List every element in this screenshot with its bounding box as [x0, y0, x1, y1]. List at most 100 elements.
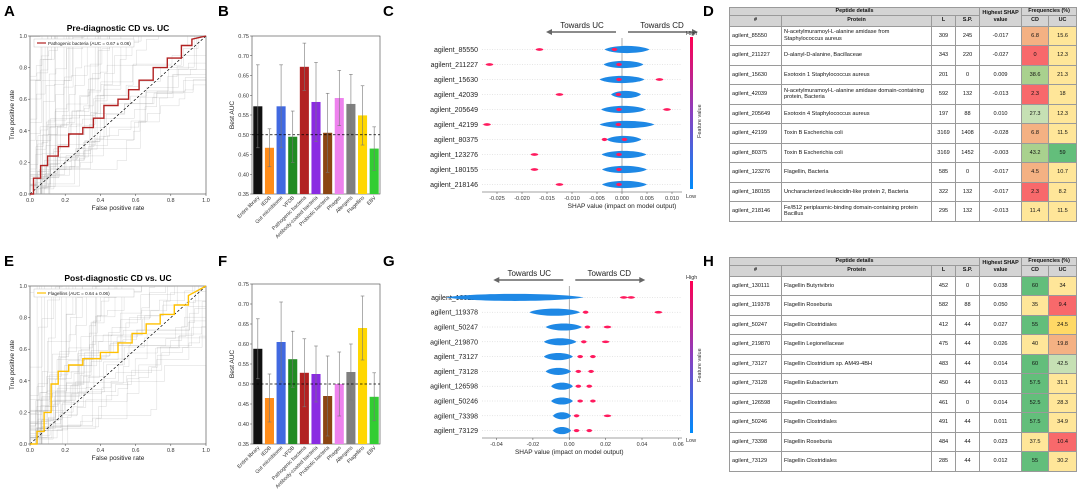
y-tick-label: 0.35	[238, 192, 249, 198]
cell-sp: 88	[954, 103, 981, 125]
table-row: agilent_42199 Toxin B Escherichia coli 316…	[729, 123, 1078, 144]
cell-sp: 44	[954, 314, 981, 336]
bootstrap-roc-curve	[30, 286, 207, 445]
cell-sp: 44	[954, 373, 981, 394]
table-row: agilent_219870 Flagellin Legionellaceae 47…	[729, 334, 1078, 355]
cell-sp: 0	[954, 64, 981, 86]
header-shap: Highest SHAP value	[979, 7, 1023, 27]
cell-shap: -0.017	[979, 25, 1023, 47]
y-tick-label: 0.4	[19, 379, 27, 385]
cell-sp: 132	[954, 181, 981, 203]
bar	[358, 328, 368, 444]
roc-chart-pre: Pre-diagnostic CD vs. UC Pathogenic bacte…	[9, 23, 210, 212]
shap-high-point	[603, 414, 612, 418]
shap-low-distribution	[599, 120, 655, 129]
chart-title: Post-diagnostic CD vs. UC	[64, 273, 171, 283]
header-protein: Protein	[781, 264, 932, 277]
group-header: Peptide details	[728, 257, 981, 266]
shap-low-distribution	[543, 353, 573, 361]
bootstrap-roc-curve	[29, 286, 207, 444]
cell-length: 484	[931, 431, 956, 453]
bar	[358, 115, 368, 194]
shap-high-point	[573, 414, 580, 418]
shap-high-point	[535, 48, 544, 51]
table-row: agilent_119378 Flagellin Roseburia 582 88 0.…	[729, 295, 1078, 316]
cell-sp: 132	[954, 201, 981, 222]
cell-uc-frequency: 42.5	[1048, 353, 1078, 375]
cell-sp: 44	[954, 431, 981, 453]
cell-protein: Toxin B Escherichia coli	[781, 142, 932, 164]
x-tick-label: -0.04	[490, 442, 503, 448]
bootstrap-roc-curve	[30, 285, 206, 445]
shap-low-distribution	[543, 338, 577, 346]
cell-protein: Flagellin Butyrivibrio	[781, 275, 932, 297]
x-tick-label: -0.010	[564, 196, 580, 202]
shap-high-point	[577, 399, 584, 403]
feature-label: agilent_42039	[434, 92, 478, 99]
table-row: agilent_73128 Flagellin Eubacterium 450 44 0…	[729, 373, 1078, 394]
cell-uc-frequency: 21.3	[1048, 64, 1078, 86]
cell-length: 309	[931, 25, 956, 47]
cell-cd-frequency: 37.5	[1021, 431, 1050, 453]
x-tick-label: 0.8	[167, 198, 175, 204]
feature-label: agilent_73398	[434, 413, 478, 420]
feature-label: agilent_218146	[430, 182, 478, 189]
feature-label: agilent_180155	[430, 167, 478, 174]
cell-peptide-id: agilent_73398	[729, 431, 782, 453]
cell-cd-frequency: 6.8	[1021, 123, 1050, 144]
towards-uc-label: Towards UC	[507, 269, 551, 278]
header-cd: CD	[1021, 264, 1050, 277]
cell-cd-frequency: 27.3	[1021, 103, 1050, 125]
cell-length: 295	[931, 201, 956, 222]
shap-high-point	[603, 325, 612, 329]
cell-cd-frequency: 60	[1021, 275, 1050, 297]
cell-shap: 0.023	[979, 431, 1023, 453]
x-axis-label: SHAP value (impact on model output)	[515, 449, 624, 456]
x-tick-label: EBV	[366, 445, 378, 457]
y-tick-label: 0.4	[19, 129, 27, 135]
y-tick-label: 0.70	[238, 54, 249, 60]
table-row: agilent_85550 N-acetylmuramoyl-L-alanine …	[729, 25, 1078, 47]
colorbar-c: High Low Feature value	[686, 31, 703, 200]
bar	[288, 136, 298, 194]
panel-label-a: A	[4, 3, 15, 20]
cell-protein: Flagellin, Bacteria	[781, 162, 932, 183]
cell-protein: Flagellin Clostridiales	[781, 451, 932, 472]
cell-shap: 0.011	[979, 412, 1023, 433]
colorbar-c-low: Low	[686, 194, 696, 200]
x-tick-label: 0.04	[637, 442, 648, 448]
x-tick-label: 0.4	[97, 448, 105, 454]
header-num: #	[729, 14, 782, 27]
cell-sp: 220	[954, 45, 981, 66]
cell-length: 483	[931, 353, 956, 375]
cell-cd-frequency: 40	[1021, 334, 1050, 355]
header-protein: Protein	[781, 14, 932, 27]
bootstrap-roc-curve	[29, 36, 207, 194]
cell-protein: Flagellin Clostridiales	[781, 314, 932, 336]
shap-chart-pre: Towards UC Towards CD agilent_85550agilent…	[430, 21, 698, 210]
cell-peptide-id: agilent_85550	[729, 25, 782, 47]
y-tick-label: 0.2	[19, 160, 27, 166]
bootstrap-roc-curve	[29, 36, 207, 194]
cell-shap: -0.028	[979, 123, 1023, 144]
shap-high-point	[616, 182, 622, 187]
y-tick-label: 0.75	[238, 34, 249, 40]
x-tick-label: Entire library	[236, 195, 261, 220]
shap-low-distribution	[545, 367, 572, 375]
feature-label: agilent_73129	[434, 428, 478, 435]
cell-cd-frequency: 35	[1021, 295, 1050, 316]
y-axis-label: True positive rate	[9, 340, 16, 390]
cell-shap: -0.017	[979, 181, 1023, 203]
x-tick-label: 0.010	[665, 196, 679, 202]
y-tick-label: 0.50	[238, 133, 249, 139]
cell-uc-frequency: 24.5	[1048, 314, 1078, 336]
cell-protein: Fe/B12 periplasmic-binding domain-contai…	[781, 201, 932, 222]
cell-length: 201	[931, 64, 956, 86]
x-tick-label: 0.06	[673, 442, 684, 448]
y-tick-label: 0.75	[238, 282, 249, 288]
cell-peptide-id: agilent_80375	[729, 142, 782, 164]
feature-label: agilent_219870	[430, 339, 478, 346]
cell-length: 450	[931, 373, 956, 394]
freq-header: Frequencies (%)	[1021, 7, 1078, 16]
